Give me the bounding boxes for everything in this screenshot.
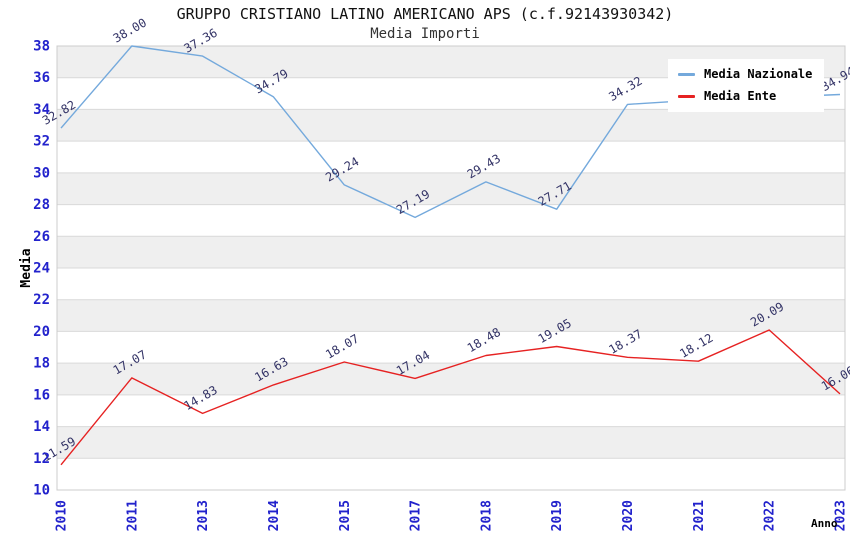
y-tick-label: 38 — [33, 39, 50, 55]
x-tick-label: 2015 — [338, 500, 353, 531]
y-axis-title: Media — [19, 248, 34, 287]
x-tick-label: 2018 — [479, 500, 494, 531]
chart-title: GRUPPO CRISTIANO LATINO AMERICANO APS (c… — [176, 5, 674, 23]
band-row — [57, 109, 845, 142]
y-tick-label: 10 — [33, 483, 50, 499]
chart-legend: Media Nazionale Media Ente — [668, 59, 825, 112]
x-tick-label: 2020 — [621, 500, 636, 531]
plot-border — [56, 45, 846, 491]
blue-line-swatch-icon — [678, 72, 695, 76]
legend-label-media-ente: Media Ente — [704, 89, 777, 103]
legend-item-media-ente: Media Ente — [678, 89, 812, 103]
y-tick-label: 24 — [33, 261, 50, 277]
y-tick-label: 22 — [33, 292, 50, 308]
legend-label-media-nazionale: Media Nazionale — [704, 67, 813, 81]
band-row — [57, 299, 845, 332]
y-tick-label: 18 — [33, 356, 50, 372]
y-tick-label: 16 — [33, 387, 50, 403]
point-label: 34.32 — [606, 74, 644, 104]
point-label: 38.00 — [111, 15, 149, 45]
y-tick-label: 26 — [33, 229, 50, 245]
band-row — [57, 363, 845, 395]
x-tick-label: 2014 — [267, 500, 282, 531]
x-tick-label: 2019 — [550, 500, 565, 531]
y-axis-ticks: 10 12 14 16 18 20 22 24 26 28 30 32 34 36 38 — [33, 39, 50, 499]
x-axis-ticks: 2010 2011 2013 2014 2015 2017 2018 2019 2020 2021… — [55, 500, 849, 531]
band-row — [57, 236, 845, 268]
y-tick-label: 36 — [33, 70, 50, 86]
x-tick-label: 2022 — [763, 500, 778, 531]
red-line-swatch-icon — [678, 94, 695, 98]
y-tick-label: 12 — [33, 451, 50, 467]
x-tick-label: 2011 — [125, 500, 140, 531]
y-tick-label: 34 — [33, 102, 50, 118]
x-axis-title: Anno — [811, 517, 838, 530]
chart-subtitle: Media Importi — [370, 26, 480, 42]
y-tick-label: 28 — [33, 197, 50, 213]
x-tick-label: 2013 — [196, 500, 211, 531]
x-tick-label: 2017 — [409, 500, 424, 531]
y-tick-label: 30 — [33, 165, 50, 181]
y-tick-label: 20 — [33, 324, 50, 340]
band-row — [57, 426, 845, 459]
series-line-media-ente — [60, 329, 841, 466]
x-tick-label: 2021 — [692, 500, 707, 531]
legend-item-media-nazionale: Media Nazionale — [678, 67, 812, 81]
x-tick-label: 2023 — [834, 500, 849, 531]
y-tick-label: 32 — [33, 134, 50, 150]
point-label: 18.07 — [323, 331, 361, 361]
x-tick-label: 2010 — [55, 500, 70, 531]
y-tick-label: 14 — [33, 419, 50, 435]
